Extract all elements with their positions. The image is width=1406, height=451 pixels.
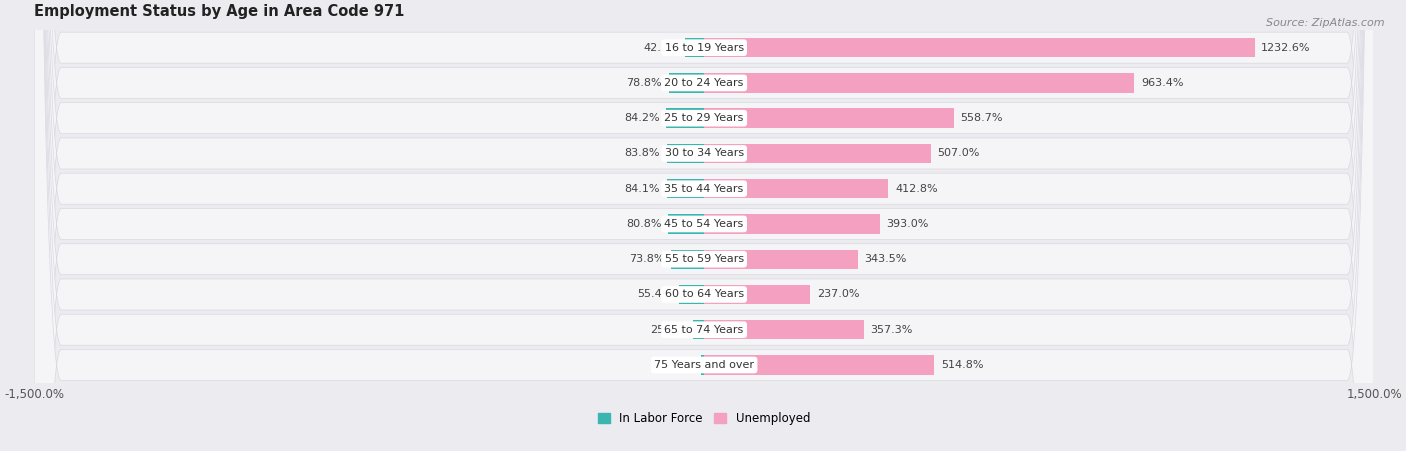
Text: 237.0%: 237.0% xyxy=(817,290,859,299)
FancyBboxPatch shape xyxy=(34,0,1374,451)
Bar xyxy=(702,355,704,375)
Text: 78.8%: 78.8% xyxy=(627,78,662,88)
Bar xyxy=(668,214,704,234)
Text: 30 to 34 Years: 30 to 34 Years xyxy=(665,148,744,158)
FancyBboxPatch shape xyxy=(34,0,1374,451)
Bar xyxy=(704,355,934,375)
Text: 7.1%: 7.1% xyxy=(666,360,695,370)
Bar xyxy=(679,285,704,304)
Text: 357.3%: 357.3% xyxy=(870,325,912,335)
Bar xyxy=(671,249,704,269)
Text: 963.4%: 963.4% xyxy=(1142,78,1184,88)
Bar xyxy=(666,179,704,198)
Text: 343.5%: 343.5% xyxy=(865,254,907,264)
Text: 393.0%: 393.0% xyxy=(886,219,929,229)
Text: 83.8%: 83.8% xyxy=(624,148,659,158)
FancyBboxPatch shape xyxy=(34,0,1374,451)
FancyBboxPatch shape xyxy=(34,0,1374,451)
Text: 412.8%: 412.8% xyxy=(896,184,938,193)
Text: 84.1%: 84.1% xyxy=(624,184,659,193)
Bar xyxy=(666,144,704,163)
Bar xyxy=(704,214,880,234)
Text: 42.3%: 42.3% xyxy=(643,43,679,53)
Text: 45 to 54 Years: 45 to 54 Years xyxy=(665,219,744,229)
Text: 20 to 24 Years: 20 to 24 Years xyxy=(665,78,744,88)
Bar xyxy=(693,320,704,340)
Text: 25 to 29 Years: 25 to 29 Years xyxy=(665,113,744,123)
FancyBboxPatch shape xyxy=(34,0,1374,451)
Text: 35 to 44 Years: 35 to 44 Years xyxy=(665,184,744,193)
Bar xyxy=(669,73,704,92)
Bar xyxy=(704,285,810,304)
Text: 80.8%: 80.8% xyxy=(626,219,661,229)
Text: Source: ZipAtlas.com: Source: ZipAtlas.com xyxy=(1267,18,1385,28)
FancyBboxPatch shape xyxy=(34,0,1374,451)
Text: 55 to 59 Years: 55 to 59 Years xyxy=(665,254,744,264)
FancyBboxPatch shape xyxy=(34,0,1374,451)
Text: 507.0%: 507.0% xyxy=(938,148,980,158)
Bar xyxy=(704,38,1254,57)
Text: 55.4%: 55.4% xyxy=(637,290,672,299)
Bar xyxy=(704,144,931,163)
Bar xyxy=(704,320,863,340)
Bar xyxy=(704,179,889,198)
Text: 514.8%: 514.8% xyxy=(941,360,983,370)
Text: 73.8%: 73.8% xyxy=(628,254,665,264)
Text: 60 to 64 Years: 60 to 64 Years xyxy=(665,290,744,299)
Text: 65 to 74 Years: 65 to 74 Years xyxy=(665,325,744,335)
Bar xyxy=(704,249,858,269)
FancyBboxPatch shape xyxy=(34,0,1374,451)
Bar xyxy=(704,73,1135,92)
Text: 75 Years and over: 75 Years and over xyxy=(654,360,754,370)
Bar xyxy=(685,38,704,57)
Bar xyxy=(666,109,704,128)
FancyBboxPatch shape xyxy=(34,0,1374,451)
Text: 558.7%: 558.7% xyxy=(960,113,1002,123)
Text: 1232.6%: 1232.6% xyxy=(1261,43,1310,53)
Legend: In Labor Force, Unemployed: In Labor Force, Unemployed xyxy=(593,407,815,430)
FancyBboxPatch shape xyxy=(34,0,1374,451)
Text: 84.2%: 84.2% xyxy=(624,113,659,123)
Text: 16 to 19 Years: 16 to 19 Years xyxy=(665,43,744,53)
Bar xyxy=(704,109,953,128)
Text: 25.7%: 25.7% xyxy=(651,325,686,335)
Text: Employment Status by Age in Area Code 971: Employment Status by Age in Area Code 97… xyxy=(34,4,405,19)
